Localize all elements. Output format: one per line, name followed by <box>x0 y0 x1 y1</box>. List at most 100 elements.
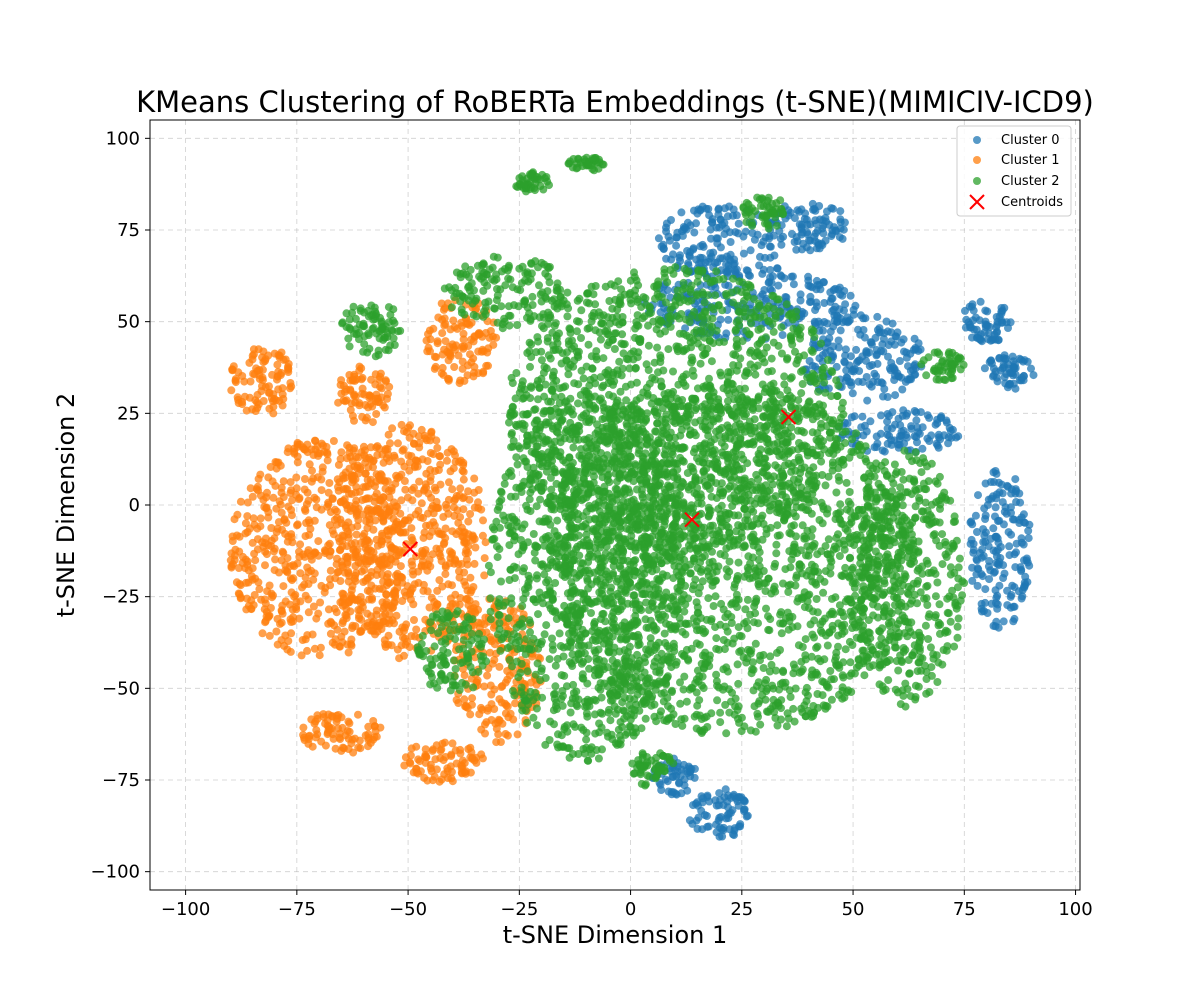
data-point <box>399 445 408 454</box>
data-point <box>684 656 693 665</box>
data-point <box>740 542 749 551</box>
data-point <box>797 704 806 713</box>
data-point <box>987 599 996 608</box>
data-point <box>692 710 701 719</box>
data-point <box>810 616 819 625</box>
data-point <box>810 539 819 548</box>
data-point <box>806 220 815 229</box>
data-point <box>838 671 847 680</box>
data-point <box>997 318 1006 327</box>
data-point <box>729 298 738 307</box>
data-point <box>308 466 316 475</box>
data-point <box>855 442 863 451</box>
data-point <box>235 532 244 541</box>
data-point <box>527 678 535 687</box>
data-point <box>709 602 718 610</box>
data-point <box>401 485 410 494</box>
data-point <box>720 230 729 239</box>
data-point <box>269 409 278 418</box>
data-point <box>779 666 787 675</box>
data-point <box>826 297 835 306</box>
data-point <box>751 598 760 607</box>
data-point <box>765 667 774 676</box>
data-point <box>837 571 846 580</box>
data-point <box>467 700 476 709</box>
data-point <box>371 482 379 491</box>
data-point <box>973 581 982 590</box>
data-point <box>845 637 854 646</box>
data-point <box>301 445 310 454</box>
data-point <box>264 351 273 360</box>
data-point <box>363 476 372 484</box>
data-point <box>667 686 676 695</box>
data-point <box>967 323 976 332</box>
data-point <box>860 671 869 680</box>
data-point <box>368 626 377 635</box>
data-point <box>985 575 994 584</box>
data-point <box>1011 475 1020 484</box>
data-point <box>802 243 811 252</box>
data-point <box>451 556 460 565</box>
data-point <box>424 509 432 518</box>
data-point <box>480 554 489 563</box>
data-point <box>703 723 712 731</box>
data-point <box>934 443 943 452</box>
data-point <box>431 755 440 764</box>
data-point <box>977 599 986 608</box>
data-point <box>1000 351 1009 360</box>
data-point <box>812 276 821 285</box>
data-point <box>898 385 907 394</box>
data-point <box>377 384 386 393</box>
data-point <box>407 524 416 533</box>
data-point <box>765 242 774 251</box>
data-point <box>768 272 777 281</box>
data-point <box>405 643 414 652</box>
data-point <box>466 510 475 518</box>
data-point <box>667 790 676 799</box>
data-point <box>733 660 742 669</box>
data-point <box>778 331 787 339</box>
data-point <box>838 694 847 703</box>
data-point <box>664 232 673 241</box>
data-point <box>873 359 882 368</box>
data-point <box>277 607 286 616</box>
data-point <box>814 317 823 326</box>
data-point <box>344 648 353 657</box>
data-point <box>423 776 432 785</box>
data-point <box>692 598 701 607</box>
data-point <box>846 658 855 667</box>
data-point <box>742 617 751 626</box>
data-point <box>872 443 881 452</box>
data-point <box>463 361 472 370</box>
data-point <box>326 547 335 556</box>
data-point <box>998 489 1007 498</box>
data-point <box>785 617 794 626</box>
data-point <box>745 574 754 583</box>
data-point <box>822 217 831 226</box>
data-point <box>722 729 731 738</box>
data-point <box>901 377 910 386</box>
data-point <box>301 591 310 600</box>
data-point <box>891 332 900 341</box>
data-point <box>865 348 874 357</box>
data-point <box>826 288 835 297</box>
data-point <box>981 479 990 488</box>
data-point <box>326 725 335 734</box>
data-point <box>748 229 757 237</box>
data-point <box>795 560 804 569</box>
data-point <box>912 408 921 417</box>
data-point <box>295 495 303 504</box>
scatter-points <box>226 153 1038 841</box>
data-point <box>264 473 273 482</box>
data-point <box>827 695 836 704</box>
data-point <box>841 563 850 572</box>
data-point <box>880 329 889 338</box>
data-point <box>842 478 851 487</box>
data-point <box>705 211 714 220</box>
data-point <box>820 299 829 307</box>
data-point <box>827 609 836 618</box>
data-point <box>250 520 259 529</box>
data-point <box>832 488 841 497</box>
data-point <box>364 403 373 412</box>
data-point <box>414 769 422 778</box>
